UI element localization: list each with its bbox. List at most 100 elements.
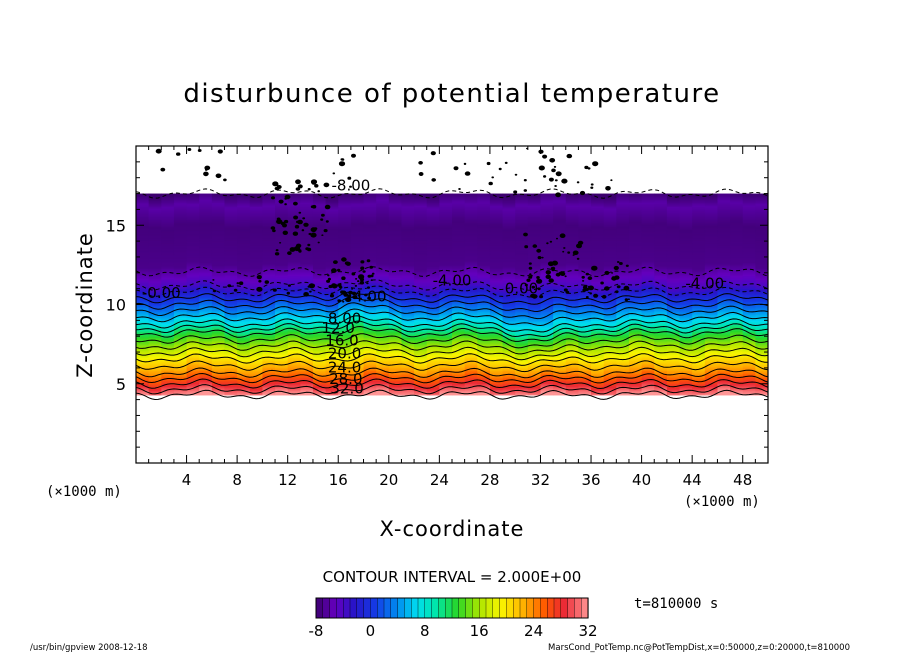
field-cell [704,335,719,338]
field-cell [742,314,756,317]
field-cell [439,307,453,310]
field-cell [477,389,491,392]
field-cell [426,252,440,255]
field-cell [489,289,504,292]
field-cell [148,325,162,328]
field-cell [641,383,655,386]
field-cell [186,276,200,279]
field-cell [654,367,668,370]
field-cell [426,341,440,344]
field-cell [325,314,339,317]
field-cell [148,390,162,393]
field-cell [502,341,516,344]
field-cell [363,310,377,313]
field-cell [489,360,504,363]
field-cell [439,353,453,356]
field-cell [237,377,251,380]
field-cell [161,390,175,393]
field-cell [628,279,643,282]
field-cell [237,371,251,374]
field-cell [136,370,150,373]
field-cell [249,341,263,344]
field-cell [540,262,554,265]
field-cell [338,384,352,387]
field-cell [464,258,478,261]
field-cell [489,285,504,288]
field-cell [312,256,327,259]
field-cell [704,284,719,287]
field-cell [679,304,693,307]
field-cell [553,391,567,395]
field-cell [426,262,440,265]
field-cell [616,337,630,340]
field-cell [452,317,466,320]
field-cell [628,288,643,291]
field-cell [515,390,529,393]
field-cell [136,356,150,359]
field-cell [300,252,314,255]
field-cell [527,264,542,267]
field-cell [376,285,390,288]
field-cell [199,262,213,265]
field-cell [515,391,529,395]
field-cell [300,389,314,392]
field-cell [401,261,415,264]
field-cell [578,351,592,354]
field-cell [628,294,643,297]
field-cell [426,278,440,281]
field-cell [641,350,655,353]
field-cell [717,335,731,338]
field-cell [515,262,529,265]
field-cell [325,367,339,370]
field-cell [679,276,693,279]
field-cell [654,322,668,325]
field-cell [211,322,226,325]
field-cell [287,343,301,346]
field-cell [199,353,213,356]
field-cell [262,275,276,278]
field-cell [717,264,731,267]
field-cell [161,255,175,258]
field-cell [224,274,238,277]
field-cell [376,383,390,386]
field-cell [363,252,377,255]
field-cell [489,308,504,311]
field-cell [565,340,579,343]
field-cell [300,256,314,259]
field-cell [199,381,213,384]
field-cell [704,304,719,307]
field-cell [515,268,529,271]
field-cell [565,373,579,376]
field-cell [730,285,744,288]
field-cell [376,357,390,360]
field-cell [262,335,276,338]
field-cell [275,297,289,300]
field-cell [148,268,162,271]
field-cell [249,266,263,269]
field-cell [211,353,226,356]
field-cell [338,269,352,272]
field-cell [692,363,706,366]
field-cell [148,360,162,363]
field-cell [616,292,630,295]
field-cell [591,269,605,272]
field-cell [439,334,453,337]
field-cell [515,318,529,321]
field-cell [363,364,377,367]
field-cell [161,363,175,366]
field-cell [540,338,554,341]
field-cell [426,282,440,285]
field-cell [401,266,415,269]
field-cell [679,324,693,327]
field-cell [603,291,617,294]
field-cell [717,289,731,292]
field-cell [742,379,756,382]
field-cell [692,314,706,317]
field-cell [426,281,440,284]
field-cell [363,337,377,340]
field-cell [186,305,200,308]
field-cell [173,368,188,371]
field-cell [527,299,542,302]
field-cell [148,348,162,351]
